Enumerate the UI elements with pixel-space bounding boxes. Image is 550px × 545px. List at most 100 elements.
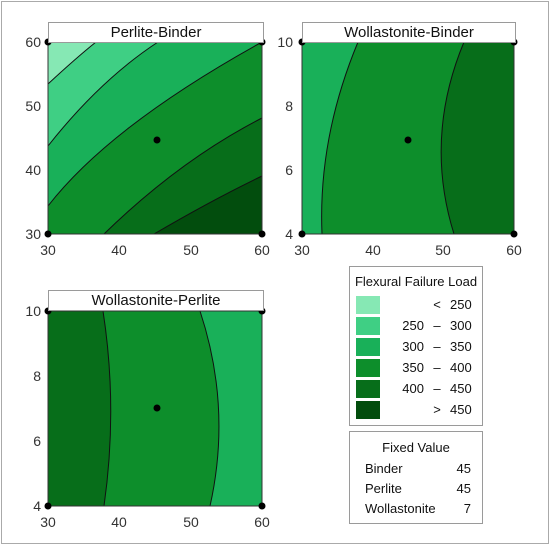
y-tick-label: 6 xyxy=(33,433,41,449)
design-point xyxy=(510,230,518,238)
legend-range-sep: – xyxy=(433,360,441,375)
x-tick-label: 60 xyxy=(506,242,522,258)
legend-item: 250–300 xyxy=(356,317,480,336)
legend-range-hi: 250 xyxy=(450,297,472,312)
x-tick-label: 50 xyxy=(183,514,199,530)
y-tick-label: 10 xyxy=(25,303,41,319)
legend-range-hi: 450 xyxy=(450,381,472,396)
legend-label: 250–300 xyxy=(394,318,472,333)
legend-item: 350–400 xyxy=(356,359,480,378)
legend-range-sep: < xyxy=(433,297,441,312)
panel-perlite-binder: 30 40 50 60 30 40 50 60 xyxy=(25,34,270,258)
y-tick-label: 40 xyxy=(25,162,41,178)
legend-swatch xyxy=(356,296,380,314)
legend-range-hi: 300 xyxy=(450,318,472,333)
center-point xyxy=(404,136,412,144)
legend-range-hi: 350 xyxy=(450,339,472,354)
legend-item: 400–450 xyxy=(356,380,480,399)
region-400-450 xyxy=(48,311,111,506)
legend-swatch xyxy=(356,401,380,419)
x-tick-label: 30 xyxy=(294,242,310,258)
x-tick-label: 50 xyxy=(435,242,451,258)
chart-title-wollastonite-perlite: Wollastonite-Perlite xyxy=(48,290,264,311)
legend-range-lo: 350 xyxy=(402,360,424,375)
region-300-350 xyxy=(302,42,358,234)
fixed-value-number: 45 xyxy=(456,461,471,476)
region-250-300 xyxy=(48,42,158,146)
x-tick-label: 60 xyxy=(254,514,270,530)
center-point xyxy=(153,136,161,144)
fixed-value-number: 45 xyxy=(456,481,471,496)
legend-swatch xyxy=(356,338,380,356)
legend-range-sep: > xyxy=(433,402,441,417)
design-points xyxy=(44,38,266,238)
design-point xyxy=(44,230,52,238)
x-tick-label: 50 xyxy=(183,242,199,258)
panel-wollastonite-perlite: 30 40 50 60 4 6 8 10 xyxy=(25,303,270,530)
y-tick-label: 30 xyxy=(25,226,41,242)
contour-line xyxy=(47,41,263,207)
contour-line xyxy=(47,41,97,85)
legend-label: 400–450 xyxy=(394,381,472,396)
y-tick-label: 4 xyxy=(285,226,293,242)
y-tick-label: 8 xyxy=(285,98,293,114)
x-tick-label: 40 xyxy=(365,242,381,258)
x-tick-label: 30 xyxy=(40,514,56,530)
design-point xyxy=(258,230,266,238)
legend-swatch xyxy=(356,380,380,398)
legend-label: 350–400 xyxy=(394,360,472,375)
legend-range-lo: 300 xyxy=(402,339,424,354)
chart-title-wollastonite-binder: Wollastonite-Binder xyxy=(302,22,516,43)
fixed-value-name: Binder xyxy=(365,461,403,476)
fixed-value-title: Fixed Value xyxy=(382,440,450,455)
contour-line xyxy=(199,310,220,507)
chart-title-perlite-binder: Perlite-Binder xyxy=(48,22,264,43)
legend-range-lo: 250 xyxy=(402,318,424,333)
x-tick-label: 30 xyxy=(40,242,56,258)
center-point xyxy=(153,404,161,412)
y-tick-label: 8 xyxy=(33,368,41,384)
legend-label: 300–350 xyxy=(394,339,472,354)
legend-range-hi: 400 xyxy=(450,360,472,375)
x-tick-label: 60 xyxy=(254,242,270,258)
legend-swatch xyxy=(356,317,380,335)
contour-line xyxy=(440,41,465,235)
y-tick-label: 4 xyxy=(33,498,41,514)
legend-range-hi: 450 xyxy=(450,402,472,417)
legend-range-sep: – xyxy=(433,318,441,333)
fixed-value-box: Fixed Value Binder 45 Perlite 45 Wollast… xyxy=(349,431,483,524)
design-point xyxy=(258,502,266,510)
fixed-value-name: Perlite xyxy=(365,481,402,496)
legend-swatch xyxy=(356,359,380,377)
legend-item: 300–350 xyxy=(356,338,480,357)
y-tick-label: 10 xyxy=(277,34,293,50)
y-tick-label: 50 xyxy=(25,98,41,114)
contour-line xyxy=(102,310,112,507)
fixed-value-row: Wollastonite 7 xyxy=(365,501,475,519)
legend-item: >450 xyxy=(356,401,480,420)
region-400-450 xyxy=(441,42,514,234)
legend-label: >450 xyxy=(394,402,472,417)
fixed-value-row: Perlite 45 xyxy=(365,481,475,499)
panel-wollastonite-binder: 30 40 50 60 4 6 8 10 xyxy=(277,34,522,258)
legend-label: <250 xyxy=(394,297,472,312)
legend-range-sep: – xyxy=(433,339,441,354)
design-point xyxy=(44,502,52,510)
fixed-value-number: 7 xyxy=(463,501,471,516)
legend-title: Flexural Failure Load xyxy=(354,274,478,289)
legend-range-sep: – xyxy=(433,381,441,396)
region-300-350 xyxy=(200,311,262,506)
design-point xyxy=(298,230,306,238)
y-tick-label: 60 xyxy=(25,34,41,50)
fixed-value-name: Wollastonite xyxy=(365,501,436,516)
plot-frame xyxy=(47,310,263,507)
contour-line xyxy=(103,117,263,235)
region-above-450 xyxy=(154,176,262,234)
region-below-250 xyxy=(48,42,96,84)
legend-range-lo: 400 xyxy=(402,381,424,396)
y-tick-label: 6 xyxy=(285,162,293,178)
legend: Flexural Failure Load <250 250–300 300–3… xyxy=(349,266,483,426)
x-tick-label: 40 xyxy=(111,242,127,258)
x-tick-label: 40 xyxy=(111,514,127,530)
